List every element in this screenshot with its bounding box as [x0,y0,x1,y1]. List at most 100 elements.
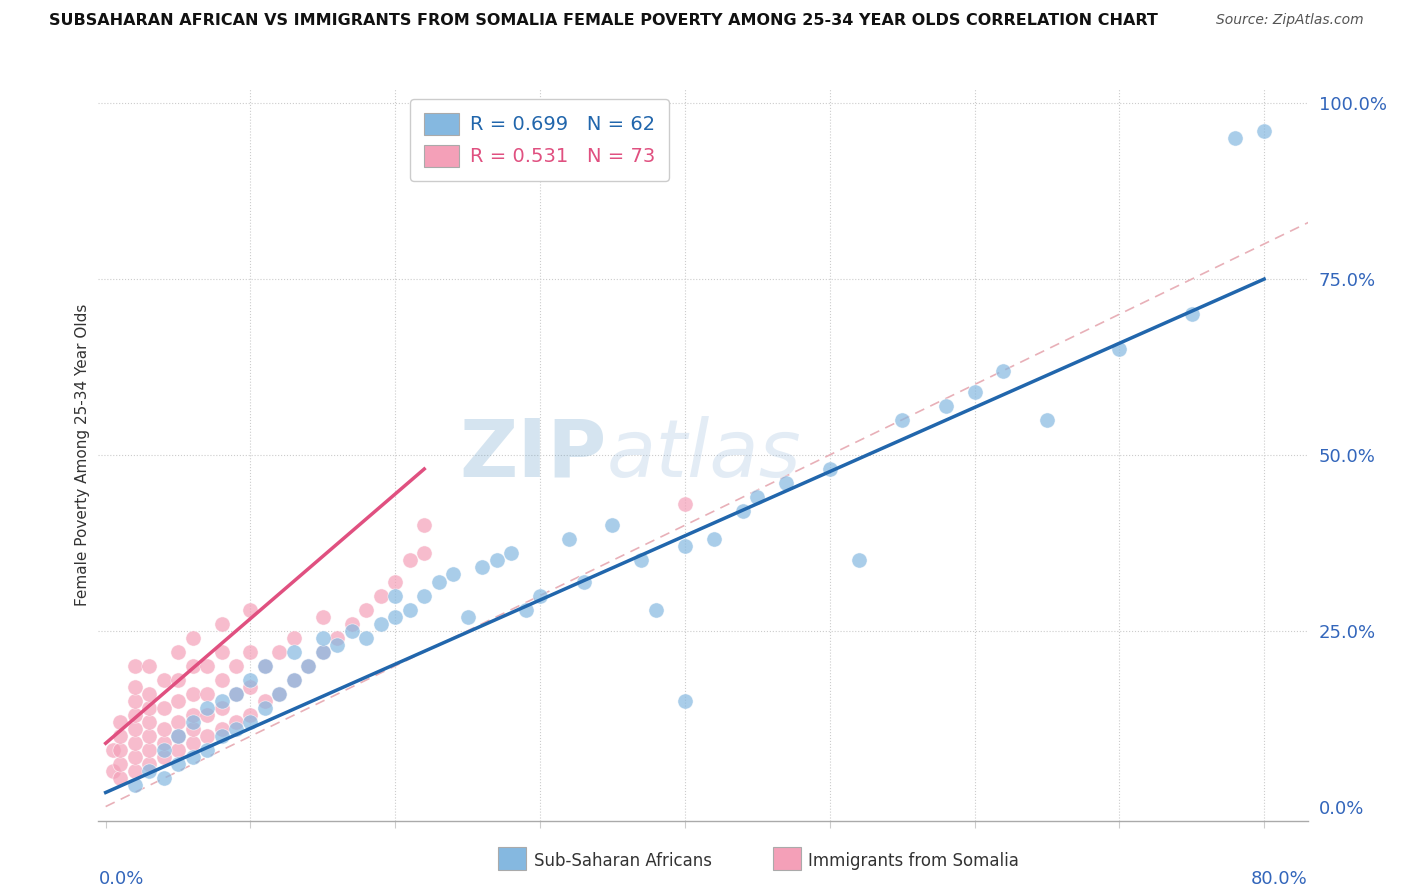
Point [413,589,436,603]
Point [326,638,349,652]
Point [181,631,204,645]
Point [485,553,508,567]
Point [138,764,160,779]
Point [152,772,174,786]
Point [124,750,146,764]
Point [225,659,247,673]
Point [673,694,696,708]
Text: atlas: atlas [606,416,801,494]
Text: 80.0%: 80.0% [1251,871,1308,888]
Point [239,708,262,723]
Point [602,518,624,533]
Point [747,490,769,504]
Point [138,729,160,743]
Point [101,743,124,757]
Point [312,609,335,624]
Point [211,729,233,743]
Point [124,659,146,673]
Point [384,589,406,603]
Point [195,659,218,673]
Point [181,708,204,723]
Point [152,750,174,764]
Point [731,504,754,518]
Point [152,723,174,737]
Point [963,384,986,399]
Point [326,631,349,645]
Point [181,659,204,673]
Point [848,553,870,567]
Point [370,616,392,631]
Point [108,772,131,786]
Point [195,743,218,757]
Point [108,729,131,743]
Point [167,715,190,730]
Point [340,624,363,638]
Point [225,715,247,730]
Text: Immigrants from Somalia: Immigrants from Somalia [808,852,1019,870]
Point [181,715,204,730]
Point [108,743,131,757]
Point [225,723,247,737]
Point [398,553,420,567]
Point [775,476,797,491]
Point [211,694,233,708]
Point [356,631,378,645]
Point [501,546,523,560]
Point [340,616,363,631]
Point [818,462,841,476]
Point [239,673,262,687]
Point [195,708,218,723]
Point [441,567,464,582]
Point [124,736,146,750]
Point [181,687,204,701]
Point [138,743,160,757]
Point [1036,413,1059,427]
Point [167,743,190,757]
Point [138,715,160,730]
Point [427,574,450,589]
Point [253,701,276,715]
Point [384,609,406,624]
Point [211,701,233,715]
Point [572,574,595,589]
Point [269,687,291,701]
Point [195,687,218,701]
Point [124,708,146,723]
Point [181,723,204,737]
Point [630,553,652,567]
Point [195,729,218,743]
Point [167,673,190,687]
Point [124,680,146,694]
Point [211,723,233,737]
Point [152,673,174,687]
Point [167,694,190,708]
Point [152,736,174,750]
Point [398,602,420,616]
Point [225,687,247,701]
Point [138,659,160,673]
Point [993,363,1015,377]
Point [312,631,335,645]
Text: SUBSAHARAN AFRICAN VS IMMIGRANTS FROM SOMALIA FEMALE POVERTY AMONG 25-34 YEAR OL: SUBSAHARAN AFRICAN VS IMMIGRANTS FROM SO… [49,13,1159,29]
Point [1108,343,1130,357]
Point [1253,124,1275,138]
Point [138,687,160,701]
Point [283,673,305,687]
Point [457,609,479,624]
Point [211,616,233,631]
Point [370,589,392,603]
Point [891,413,914,427]
Point [558,533,581,547]
Point [703,533,725,547]
Point [167,729,190,743]
Point [239,602,262,616]
Point [124,694,146,708]
Point [283,631,305,645]
Point [167,757,190,772]
Point [471,560,494,574]
Point [124,723,146,737]
Text: Source: ZipAtlas.com: Source: ZipAtlas.com [1216,13,1364,28]
Point [1181,307,1204,321]
Point [645,602,668,616]
Point [253,659,276,673]
